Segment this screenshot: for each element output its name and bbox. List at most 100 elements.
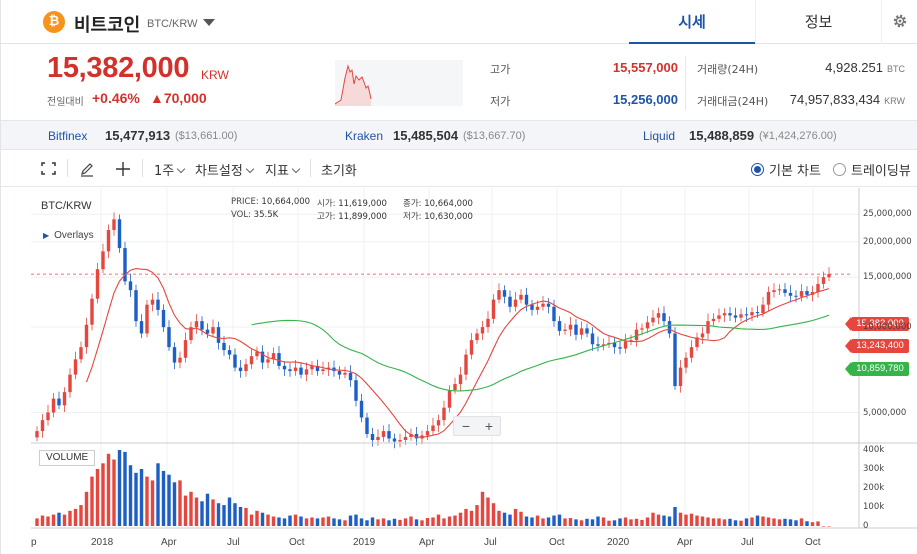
candle	[128, 281, 133, 291]
basic-chart-label[interactable]: 기본 차트	[769, 164, 821, 179]
ohlc-high: 고가: 11,899,000	[317, 212, 387, 222]
candle	[530, 304, 534, 310]
volume-bar	[282, 518, 287, 526]
time-axis-label: 2019	[353, 537, 376, 548]
candle	[150, 299, 155, 305]
candle	[370, 433, 375, 440]
volume-bar	[90, 476, 94, 526]
volume-24h-value: 4,928.251 BTC	[825, 60, 905, 75]
volume-bar	[332, 518, 336, 526]
volume-bar	[112, 459, 116, 526]
fullscreen-icon[interactable]	[41, 162, 56, 175]
reset-button[interactable]: 초기화	[321, 164, 357, 179]
candle	[645, 322, 650, 329]
pencil-icon[interactable]	[79, 161, 95, 177]
candle	[145, 304, 149, 334]
exchange-alt-kraken: ($13,667.70)	[463, 130, 526, 142]
volume-bar	[178, 480, 182, 526]
volume-bar	[128, 465, 133, 526]
volume-bar	[596, 516, 600, 526]
exchange-name-kraken[interactable]: Kraken	[345, 129, 384, 143]
volume-bar	[150, 480, 155, 526]
candle	[35, 431, 39, 438]
ohlc-volume: VOL: 35.5K	[231, 210, 279, 220]
tradingview-label[interactable]: 트레이딩뷰	[851, 164, 911, 179]
volume-bar	[651, 512, 655, 526]
exchange-price-kraken: 15,485,504	[393, 128, 459, 143]
chevron-down-icon[interactable]	[203, 19, 215, 26]
volume-bar	[436, 514, 441, 526]
interval-dropdown[interactable]: 1주	[154, 160, 186, 179]
price-axis-label: 25,000,000	[863, 209, 912, 220]
candle	[623, 341, 628, 349]
volume-bar	[370, 517, 375, 526]
candle	[563, 329, 567, 331]
candle	[68, 374, 72, 393]
volume-bar	[469, 510, 474, 526]
volume-bar	[530, 517, 534, 526]
volume-bar	[420, 520, 424, 526]
candle	[717, 315, 721, 319]
candlestick-svg[interactable]	[1, 188, 917, 554]
tab-info[interactable]: 정보	[755, 0, 881, 44]
candle	[354, 380, 358, 401]
candle	[541, 303, 545, 307]
tradingview-radio[interactable]	[833, 163, 846, 176]
candle	[84, 324, 89, 348]
settings-button[interactable]	[881, 0, 917, 44]
volume-bar	[684, 514, 688, 526]
candle	[90, 298, 94, 325]
volume-bar	[106, 453, 111, 526]
candle	[62, 392, 67, 406]
low-label: 저가	[490, 95, 511, 108]
chevron-down-icon	[176, 164, 186, 174]
candle	[601, 344, 606, 346]
volume-bar	[414, 519, 419, 526]
basic-chart-radio[interactable]	[751, 163, 764, 176]
exchange-name-liquid[interactable]: Liquid	[643, 129, 676, 143]
candle	[112, 219, 116, 231]
indicators-dropdown[interactable]: 지표	[265, 160, 301, 179]
candle	[200, 321, 204, 330]
toolbar-divider	[310, 159, 311, 177]
volume-bar	[403, 518, 408, 526]
price-chart[interactable]: BTC/KRW Overlays PRICE: 10,664,000 시가: 1…	[1, 188, 917, 554]
candle	[414, 433, 419, 439]
candle	[222, 342, 226, 351]
candle	[497, 290, 501, 300]
volume-bar	[139, 469, 144, 526]
chart-settings-dropdown[interactable]: 차트설정	[195, 160, 255, 179]
volume-bar	[167, 474, 171, 526]
zoom-out-button[interactable]: −	[461, 418, 471, 434]
volume-bar	[62, 514, 67, 526]
volume-bar	[541, 518, 545, 526]
candle	[447, 390, 452, 408]
crosshair-icon[interactable]	[115, 161, 131, 177]
candle	[79, 347, 83, 360]
exchange-name-bitfinex[interactable]: Bitfinex	[48, 129, 88, 143]
volume-bar	[656, 514, 661, 526]
volume-24h-label: 거래량(24H)	[697, 63, 759, 76]
volume-bar	[134, 472, 138, 526]
candle	[552, 306, 556, 322]
volume-bar	[799, 518, 804, 526]
candle	[546, 303, 551, 307]
zoom-in-button[interactable]: +	[484, 418, 494, 434]
volume-bar	[662, 515, 666, 526]
candle	[464, 354, 468, 375]
tab-market[interactable]: 시세	[629, 0, 755, 44]
ma-long-tag: 10,859,780	[845, 362, 909, 376]
candle	[799, 291, 804, 297]
coin-pair[interactable]: BTC/KRW	[147, 18, 198, 30]
high-value: 15,557,000	[612, 60, 678, 75]
volume-bar	[205, 493, 210, 526]
candle	[211, 327, 215, 334]
coin-name[interactable]: 비트코인	[74, 15, 141, 36]
candle	[469, 340, 474, 355]
volume-bar	[387, 520, 391, 526]
price-axis-label: 5,000,000	[863, 407, 907, 418]
time-axis-label: 2020	[607, 537, 630, 548]
candle	[271, 353, 276, 360]
volume-bar	[365, 520, 369, 526]
overlays-toggle[interactable]: Overlays	[43, 230, 93, 241]
